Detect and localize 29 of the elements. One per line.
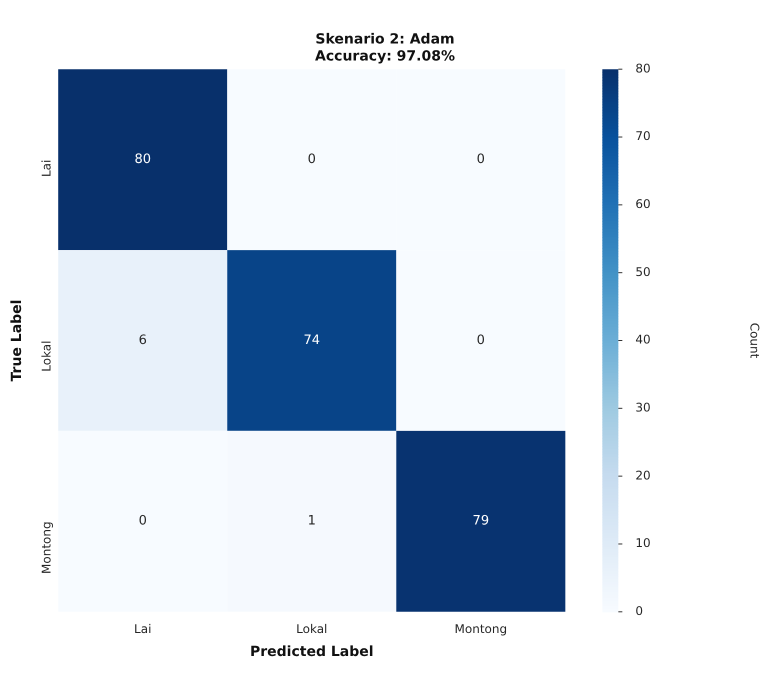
data-label: 80 [134,152,151,168]
x-axis-title: Predicted Label [250,644,374,660]
y-axis-title: True Label [9,300,26,382]
color-bar-label: 30 [635,400,651,414]
x-tick-label: Lokal [296,622,328,636]
data-label: 1 [308,514,316,529]
color-bar-label: 70 [635,129,651,144]
chart-subtitle: Accuracy: 97.08% [315,48,455,64]
color-bar-label: 60 [635,196,651,211]
y-tick-label: Lai [39,160,54,178]
x-tick-label: Montong [454,622,508,636]
color-bar-label: 0 [635,604,643,618]
color-bar-label: 10 [635,536,651,550]
color-bar-title: Count [748,322,762,359]
y-tick-label: Montong [39,521,54,574]
data-label: 0 [476,332,485,348]
chart-title: Skenario 2: Adam [315,32,455,48]
y-tick-label: Lokal [39,340,54,372]
data-label: 0 [476,152,485,168]
color-bar-label: 20 [635,468,651,482]
color-bar-label: 50 [635,264,651,279]
data-label: 6 [138,332,147,348]
data-label: 0 [138,514,147,529]
color-bar-label: 40 [635,332,651,347]
color-bar-label: 80 [635,61,651,76]
data-label: 74 [303,332,320,348]
data-label: 0 [308,152,316,168]
x-tick-label: Lai [134,622,152,636]
data-label: 79 [472,514,490,529]
